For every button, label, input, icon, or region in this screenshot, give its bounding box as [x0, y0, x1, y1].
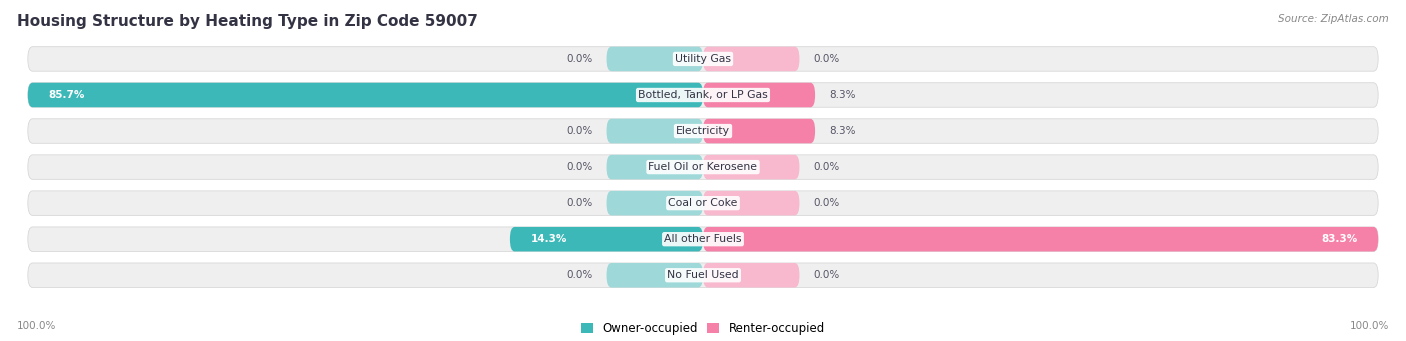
Text: 83.3%: 83.3% [1322, 234, 1358, 244]
FancyBboxPatch shape [703, 227, 1378, 251]
Text: 85.7%: 85.7% [48, 90, 84, 100]
FancyBboxPatch shape [703, 191, 800, 216]
Text: All other Fuels: All other Fuels [664, 234, 742, 244]
FancyBboxPatch shape [703, 119, 815, 143]
Text: 100.0%: 100.0% [17, 321, 56, 331]
FancyBboxPatch shape [510, 227, 703, 251]
Text: 8.3%: 8.3% [830, 126, 855, 136]
FancyBboxPatch shape [703, 263, 800, 287]
Text: No Fuel Used: No Fuel Used [668, 270, 738, 280]
FancyBboxPatch shape [606, 263, 703, 287]
Text: Housing Structure by Heating Type in Zip Code 59007: Housing Structure by Heating Type in Zip… [17, 14, 478, 29]
FancyBboxPatch shape [606, 191, 703, 216]
Text: Coal or Coke: Coal or Coke [668, 198, 738, 208]
Text: 0.0%: 0.0% [813, 198, 839, 208]
FancyBboxPatch shape [703, 47, 800, 71]
Text: 14.3%: 14.3% [530, 234, 567, 244]
Text: 0.0%: 0.0% [813, 162, 839, 172]
FancyBboxPatch shape [28, 47, 1378, 71]
FancyBboxPatch shape [703, 83, 815, 107]
Text: 0.0%: 0.0% [567, 126, 593, 136]
Text: 0.0%: 0.0% [567, 198, 593, 208]
FancyBboxPatch shape [28, 155, 1378, 179]
FancyBboxPatch shape [28, 263, 1378, 287]
FancyBboxPatch shape [28, 83, 703, 107]
FancyBboxPatch shape [28, 191, 1378, 216]
Text: 0.0%: 0.0% [567, 270, 593, 280]
Text: 0.0%: 0.0% [813, 54, 839, 64]
FancyBboxPatch shape [28, 83, 1378, 107]
Text: Source: ZipAtlas.com: Source: ZipAtlas.com [1278, 14, 1389, 24]
Text: 0.0%: 0.0% [813, 270, 839, 280]
Text: Fuel Oil or Kerosene: Fuel Oil or Kerosene [648, 162, 758, 172]
Text: 0.0%: 0.0% [567, 162, 593, 172]
Text: 0.0%: 0.0% [567, 54, 593, 64]
FancyBboxPatch shape [28, 119, 1378, 143]
Text: 100.0%: 100.0% [1350, 321, 1389, 331]
FancyBboxPatch shape [606, 119, 703, 143]
Legend: Owner-occupied, Renter-occupied: Owner-occupied, Renter-occupied [581, 322, 825, 335]
FancyBboxPatch shape [703, 155, 800, 179]
FancyBboxPatch shape [28, 227, 1378, 251]
Text: 8.3%: 8.3% [830, 90, 855, 100]
FancyBboxPatch shape [606, 155, 703, 179]
Text: Bottled, Tank, or LP Gas: Bottled, Tank, or LP Gas [638, 90, 768, 100]
Text: Utility Gas: Utility Gas [675, 54, 731, 64]
FancyBboxPatch shape [606, 47, 703, 71]
Text: Electricity: Electricity [676, 126, 730, 136]
